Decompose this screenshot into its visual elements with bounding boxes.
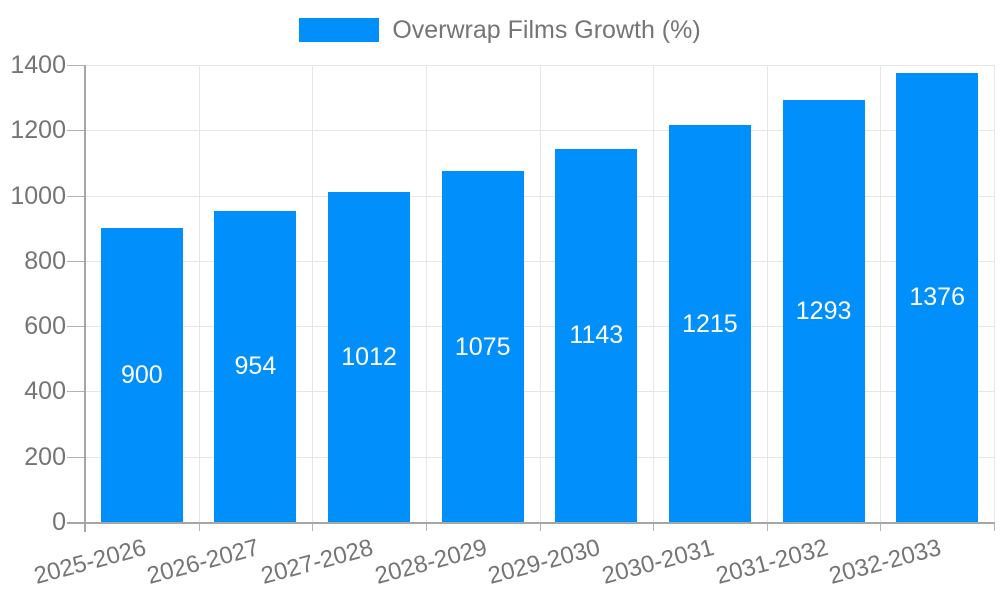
bar[interactable] [555, 148, 638, 522]
v-gridline [540, 65, 541, 522]
y-axis-tick [67, 65, 85, 66]
v-gridline [994, 65, 995, 522]
bar-value-label: 1376 [909, 283, 965, 312]
y-axis-label: 1000 [10, 182, 66, 210]
legend-label: Overwrap Films Growth (%) [392, 16, 701, 44]
x-axis-label: 2026-2027 [144, 534, 263, 590]
bar-value-label: 1143 [569, 321, 624, 350]
bar-value-label: 954 [234, 352, 277, 381]
x-axis-label: 2028-2029 [371, 534, 490, 590]
y-axis-label: 400 [24, 377, 66, 405]
bar-value-label: 900 [120, 361, 163, 390]
legend-swatch [299, 18, 380, 42]
h-gridline [85, 391, 994, 392]
h-gridline [85, 261, 994, 262]
x-axis-tick [540, 522, 541, 531]
x-axis-tick [312, 522, 313, 531]
bar[interactable] [896, 72, 979, 522]
v-gridline [880, 65, 881, 522]
h-gridline [85, 326, 994, 327]
h-gridline [85, 196, 994, 197]
x-axis-label: 2027-2028 [258, 534, 377, 590]
h-gridline [85, 65, 994, 66]
bar[interactable] [214, 210, 297, 522]
legend[interactable]: Overwrap Films Growth (%) [0, 16, 1000, 44]
bar[interactable] [668, 125, 751, 522]
v-gridline [199, 65, 200, 522]
y-axis-label: 600 [24, 312, 66, 340]
y-axis-label: 1400 [10, 51, 66, 79]
v-gridline [767, 65, 768, 522]
bar-value-label: 1215 [682, 309, 738, 338]
x-axis-label: 2032-2033 [826, 534, 945, 590]
x-axis-tick [994, 522, 995, 531]
x-axis-label: 2029-2030 [485, 534, 604, 590]
bar[interactable] [100, 228, 183, 522]
h-gridline [85, 130, 994, 131]
y-axis-tick [67, 326, 85, 327]
bar[interactable] [328, 191, 411, 522]
h-gridline [85, 457, 994, 458]
y-axis-label: 1200 [10, 116, 66, 144]
y-axis-label: 0 [52, 508, 66, 536]
v-gridline [426, 65, 427, 522]
bar-value-label: 1012 [341, 342, 397, 371]
x-axis-tick [880, 522, 881, 531]
y-axis-tick [67, 261, 85, 262]
x-axis-line [67, 522, 994, 524]
bar-value-label: 1293 [795, 297, 852, 325]
y-axis-tick [67, 130, 85, 131]
bar[interactable] [782, 99, 865, 522]
y-axis-label: 800 [24, 247, 66, 275]
y-axis-tick [67, 457, 85, 458]
x-axis-label: 2031-2032 [712, 534, 831, 590]
y-axis-line [84, 65, 86, 532]
bar[interactable] [441, 171, 524, 522]
y-axis-tick [67, 196, 85, 197]
x-axis-tick [199, 522, 200, 531]
v-gridline [653, 65, 654, 522]
x-axis-label: 2025-2026 [30, 534, 149, 590]
v-gridline [312, 65, 313, 522]
x-axis-tick [767, 522, 768, 531]
x-axis-label: 2030-2031 [599, 534, 717, 590]
x-axis-tick [426, 522, 427, 531]
x-axis-tick [653, 522, 654, 531]
y-axis-label: 200 [24, 443, 66, 471]
bar-value-label: 1075 [454, 332, 511, 361]
y-axis-tick [67, 391, 85, 392]
